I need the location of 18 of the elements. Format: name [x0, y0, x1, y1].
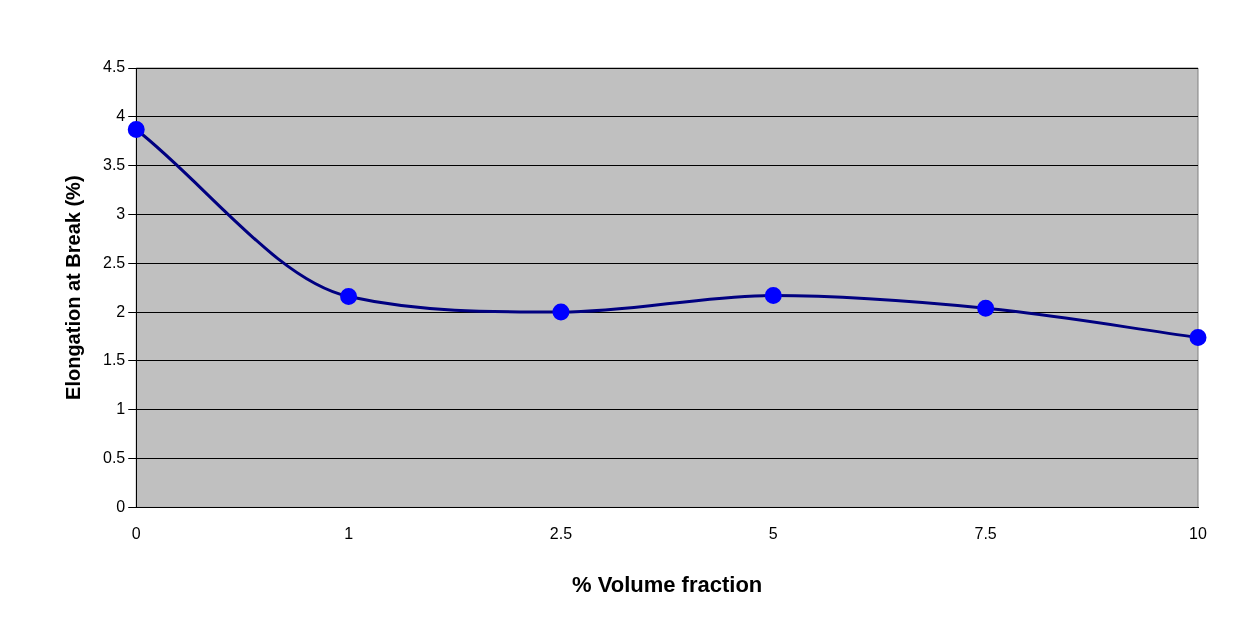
x-tick-label: 1	[344, 525, 354, 543]
y-tick-label: 4	[116, 107, 126, 125]
x-tick-label: 7.5	[974, 525, 997, 543]
y-tick-label: 1	[116, 400, 126, 418]
x-tick-label: 5	[768, 525, 778, 543]
y-tick-label: 4.5	[102, 58, 126, 76]
y-tick-label: 3.5	[102, 156, 126, 174]
x-tick-label: 2.5	[549, 525, 573, 543]
y-tick-label: 2	[116, 302, 126, 320]
x-axis-title: % Volume fraction	[571, 571, 763, 597]
y-tick-label: 0	[116, 497, 126, 515]
y-tick-label: 3	[116, 204, 126, 222]
x-tick-label: 10	[1189, 525, 1207, 543]
y-tick-label: 0.5	[102, 448, 126, 466]
y-tick-label: 2.5	[102, 253, 126, 271]
x-tick-label: 0	[131, 525, 141, 543]
y-axis-title: Elongation at Break (%)	[61, 175, 84, 400]
y-tick-label: 1.5	[102, 351, 126, 369]
